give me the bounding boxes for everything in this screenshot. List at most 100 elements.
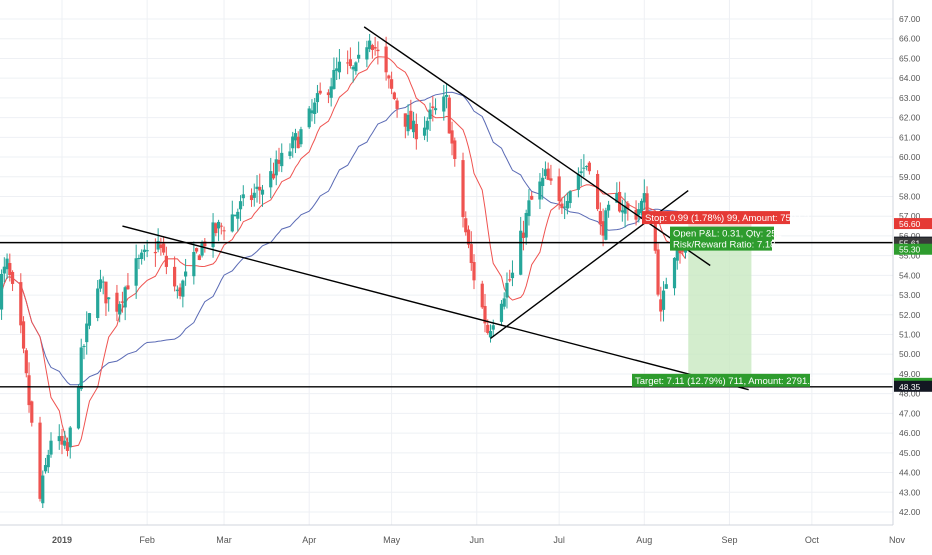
- candle-body: [626, 203, 630, 209]
- candle-body: [480, 283, 484, 308]
- candle-body: [387, 75, 391, 79]
- candle-body: [41, 475, 45, 504]
- candle-body: [299, 129, 303, 145]
- candle-body: [134, 258, 138, 286]
- candle-body: [384, 46, 388, 73]
- candle-body: [428, 109, 432, 120]
- candle-body: [538, 181, 542, 200]
- target-label: Target: 7.11 (12.79%) 711, Amount: 2791.…: [635, 376, 821, 387]
- candle-body: [370, 45, 374, 51]
- candle-body: [411, 120, 416, 133]
- candle-body: [606, 204, 611, 211]
- candle-body: [274, 159, 278, 176]
- x-tick-label-1: Feb: [139, 535, 155, 545]
- y-tick-label-16: 58.00: [899, 191, 921, 201]
- candle-body: [175, 289, 179, 292]
- y-tick-label-9: 51.00: [899, 330, 921, 340]
- candle-body: [414, 123, 418, 140]
- candle-body: [681, 249, 685, 252]
- candle-body: [326, 92, 331, 96]
- candle-body: [335, 68, 339, 71]
- candle-body: [604, 210, 608, 240]
- y-tick-label-25: 67.00: [899, 14, 921, 24]
- candle-body: [546, 168, 550, 180]
- candle-body: [107, 297, 111, 300]
- candle-body: [582, 167, 586, 169]
- candle-body: [576, 174, 580, 190]
- candle-body: [8, 263, 12, 276]
- candle-body: [337, 61, 342, 73]
- candle-body: [620, 210, 624, 213]
- candle-body: [87, 313, 92, 326]
- candle-body: [461, 160, 465, 218]
- candle-body: [464, 218, 468, 233]
- candle-body: [153, 251, 157, 254]
- candle-body: [351, 66, 355, 70]
- candle-body: [617, 191, 622, 212]
- target-label-bg: [632, 373, 810, 387]
- candle-body: [585, 166, 589, 168]
- candle-body: [409, 110, 413, 130]
- candle-body: [60, 435, 64, 445]
- y-tick-label-13: 55.00: [899, 251, 921, 261]
- candle-body: [27, 375, 31, 406]
- candle-body: [307, 108, 311, 128]
- candle-body: [82, 345, 86, 347]
- trendline-1[interactable]: [122, 225, 749, 391]
- candle-body: [164, 255, 168, 267]
- candle-body: [373, 46, 377, 49]
- candle-body: [277, 159, 281, 164]
- candle-body: [392, 92, 396, 99]
- candle-body: [661, 290, 666, 310]
- x-tick-label-6: Jul: [553, 535, 565, 545]
- trendline-0[interactable]: [363, 26, 711, 267]
- candle-body: [549, 178, 553, 181]
- candle-body: [236, 211, 240, 219]
- candle-body: [486, 324, 490, 333]
- candle-body: [101, 281, 105, 283]
- y-tick-label-22: 64.00: [899, 73, 921, 83]
- candle-body: [598, 211, 602, 225]
- candle-body: [645, 193, 649, 222]
- candle-body: [10, 271, 15, 284]
- x-tick-label-3: Apr: [302, 535, 316, 545]
- y-tick-label-6: 48.00: [899, 389, 921, 399]
- candle-body: [425, 120, 429, 130]
- y-tick-label-15: 57.00: [899, 211, 921, 221]
- candle-body: [348, 59, 353, 67]
- candle-body: [557, 176, 561, 202]
- candle-body: [252, 192, 256, 198]
- candle-body: [241, 194, 245, 199]
- candle-body: [653, 218, 657, 251]
- candle-body: [659, 299, 663, 312]
- target-zone[interactable]: [688, 243, 752, 384]
- candle-body: [21, 321, 26, 349]
- candle-body: [200, 243, 204, 256]
- time-axis-bg: [0, 525, 932, 550]
- candle-body: [230, 214, 234, 232]
- candle-body: [499, 303, 504, 322]
- x-tick-label-4: May: [383, 535, 401, 545]
- stop-label-bg: [642, 211, 790, 225]
- candle-body: [318, 90, 322, 94]
- y-tick-label-8: 50.00: [899, 349, 921, 359]
- candle-body: [639, 200, 644, 214]
- candle-body: [260, 189, 265, 195]
- candle-body: [123, 287, 127, 308]
- candle-body: [222, 230, 226, 232]
- candle-body: [30, 401, 34, 423]
- candle-body: [43, 465, 48, 472]
- candle-body: [310, 110, 314, 114]
- candle-body: [664, 284, 668, 289]
- price-axis-bg: [893, 0, 932, 550]
- candle-body: [601, 221, 605, 236]
- price-badge-5: 48.35: [899, 382, 921, 392]
- x-tick-label-9: Oct: [805, 535, 820, 545]
- candle-body: [65, 442, 70, 451]
- y-tick-label-0: 42.00: [899, 507, 921, 517]
- candle-body: [0, 273, 4, 310]
- pnl-label: Open P&L: 0.31, Qty: 252: [673, 229, 782, 240]
- candle-body: [2, 266, 6, 274]
